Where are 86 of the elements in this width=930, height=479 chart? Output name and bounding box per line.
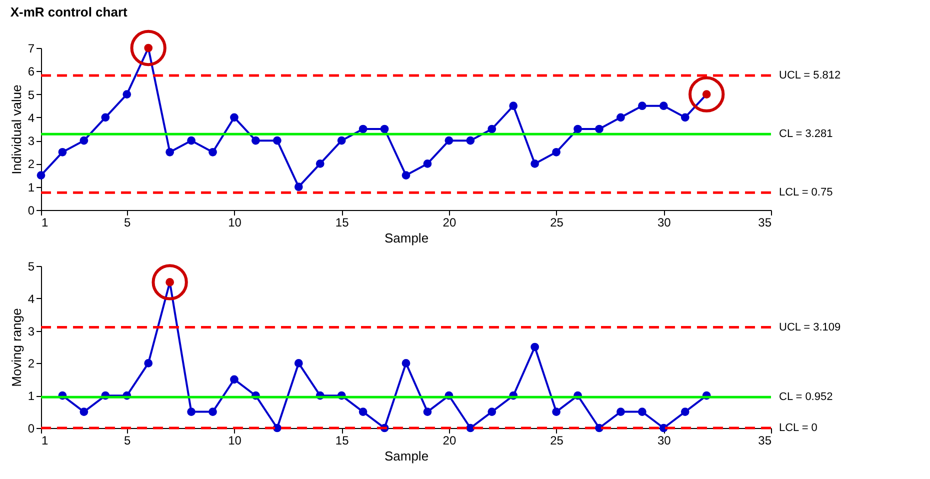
point <box>616 408 625 416</box>
point <box>574 124 582 134</box>
x-tick-label: 1 <box>42 434 48 448</box>
point <box>358 124 368 134</box>
point <box>530 342 540 352</box>
x-tick-label: 20 <box>442 216 456 230</box>
y-tick-label: 0 <box>28 204 35 218</box>
point <box>616 113 625 122</box>
point <box>187 408 196 416</box>
point <box>509 102 518 110</box>
y-tick-label: 5 <box>28 88 35 102</box>
x-tick-label: 15 <box>335 434 350 448</box>
y-tick-label: 2 <box>28 356 35 371</box>
y-tick-label: 4 <box>28 110 35 125</box>
x-tick-label: 1 <box>42 216 48 230</box>
y-tick-label: 3 <box>28 134 35 148</box>
point <box>488 124 496 134</box>
point <box>252 136 260 145</box>
x-tick-label: 35 <box>758 216 772 230</box>
point <box>552 408 560 416</box>
y-tick-label: 6 <box>28 64 35 79</box>
point <box>444 136 454 145</box>
chart-title: X-mR control chart <box>10 4 128 20</box>
point <box>402 171 410 180</box>
y-tick-label: 5 <box>28 260 35 274</box>
x-tick-label: 5 <box>124 216 132 230</box>
point <box>402 359 410 368</box>
ref-line-label: UCL = 5.812 <box>779 69 841 82</box>
point <box>272 136 282 145</box>
point <box>36 171 46 180</box>
point <box>423 408 432 416</box>
y-tick-label: 2 <box>28 157 35 172</box>
x-axis-title: Sample <box>384 448 429 464</box>
point <box>294 359 303 368</box>
x-tick-label: 10 <box>228 434 242 448</box>
y-axis-title: Moving range <box>8 308 24 387</box>
point <box>680 408 690 416</box>
x-axis-title: Sample <box>384 230 429 246</box>
point <box>166 148 174 156</box>
ref-line-label: CL = 0.952 <box>779 391 833 404</box>
point <box>659 102 668 110</box>
point <box>122 90 132 98</box>
point <box>466 136 475 145</box>
point <box>187 136 196 145</box>
x-tick-label: 30 <box>657 216 672 230</box>
y-tick-label: 7 <box>28 42 35 56</box>
point <box>230 113 238 122</box>
point <box>316 160 324 168</box>
y-tick-label: 4 <box>28 292 35 306</box>
point <box>208 148 217 156</box>
point <box>358 408 368 416</box>
x-tick-label: 25 <box>550 216 564 230</box>
point <box>294 182 303 192</box>
ref-line-label: LCL = 0 <box>779 422 818 434</box>
point <box>638 408 646 416</box>
point <box>380 124 389 134</box>
point <box>530 160 540 168</box>
y-tick-label: 3 <box>28 324 35 338</box>
y-tick-label: 1 <box>28 180 35 194</box>
point <box>144 359 153 368</box>
y-axis-title: Individual value <box>8 84 24 174</box>
point <box>552 148 560 156</box>
ref-line-label: LCL = 0.75 <box>779 186 833 199</box>
x-tick-label: 20 <box>442 434 456 448</box>
x-tick-label: 5 <box>124 434 132 448</box>
ref-line-label: CL = 3.281 <box>779 128 833 140</box>
point <box>488 408 496 416</box>
x-tick-label: 10 <box>228 216 242 230</box>
x-tick-label: 30 <box>657 434 672 448</box>
point <box>680 113 690 122</box>
point <box>423 160 432 168</box>
y-tick-label: 0 <box>28 422 35 436</box>
y-tick-label: 1 <box>28 389 35 404</box>
point <box>595 124 604 134</box>
point <box>638 102 646 110</box>
point <box>80 136 88 145</box>
ref-line-label: UCL = 3.109 <box>779 321 841 334</box>
point <box>101 113 110 122</box>
point <box>337 136 346 145</box>
x-tick-label: 15 <box>335 216 350 230</box>
point <box>58 148 67 156</box>
x-tick-label: 35 <box>758 434 772 448</box>
x-tick-label: 25 <box>550 434 564 448</box>
point <box>208 408 217 416</box>
point <box>230 375 238 384</box>
point <box>80 408 88 416</box>
